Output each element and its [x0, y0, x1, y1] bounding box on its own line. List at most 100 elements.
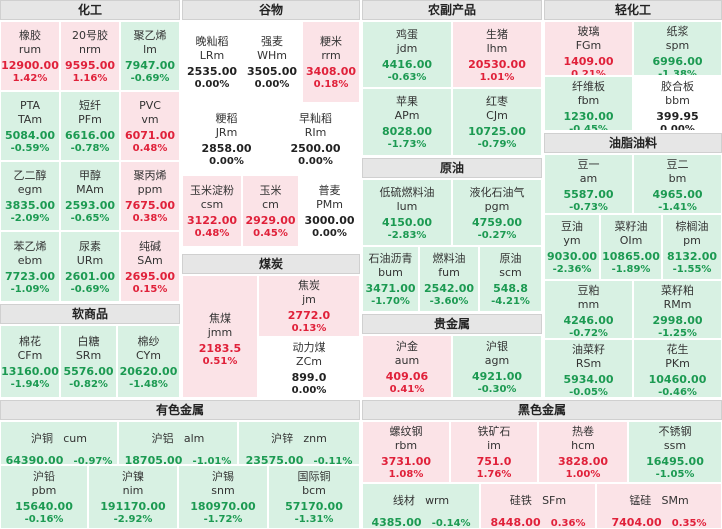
- contract-name: 棉纱: [137, 335, 160, 348]
- futures-tile-CJm[interactable]: 红枣 CJm 10725.00 -0.79%: [452, 88, 542, 156]
- futures-tile-pgm[interactable]: 液化石油气 pgm 4759.00 -0.27%: [452, 179, 542, 246]
- contract-name: 石油沥青: [368, 252, 413, 265]
- last-price: 23575.00: [245, 454, 304, 465]
- last-price: 7404.00: [611, 516, 662, 529]
- contract-code: nrm: [78, 43, 102, 56]
- futures-tile-ppm[interactable]: 聚丙烯 ppm 7675.00 0.38%: [120, 161, 180, 231]
- futures-tile-fbm[interactable]: 纤维板 fbm 1230.00 -0.45%: [544, 76, 633, 131]
- futures-tile-lm[interactable]: 聚乙烯 lm 7947.00 -0.69%: [120, 21, 180, 91]
- futures-tile-rbm[interactable]: 螺纹钢 rbm 3731.00 1.08%: [362, 421, 450, 483]
- last-price: 9030.00: [546, 250, 598, 263]
- contract-name: 粳米: [320, 35, 342, 48]
- last-price: 2183.5: [198, 342, 242, 355]
- futures-tile-vm[interactable]: PVC vm 6071.00 0.48%: [120, 91, 180, 161]
- change-percent: 0.00%: [312, 228, 347, 239]
- futures-tile-nrm[interactable]: 20号胶 nrm 9595.00 1.16%: [60, 21, 120, 91]
- futures-tile-aum[interactable]: 沪金 aum 409.06 0.41%: [362, 335, 452, 398]
- futures-tile-SAm[interactable]: 纯碱 SAm 2695.00 0.15%: [120, 231, 180, 302]
- futures-tile-CYm[interactable]: 棉纱 CYm 20620.00 -1.48%: [117, 325, 180, 398]
- futures-tile-LRm[interactable]: 晚籼稻 LRm 2535.00 0.00%: [182, 21, 242, 103]
- futures-tile-PFm[interactable]: 短纤 PFm 6616.00 -0.78%: [60, 91, 120, 161]
- futures-tile-bcm[interactable]: 国际铜 bcm 57170.00 -1.31%: [268, 465, 360, 529]
- contract-name: 玻璃: [577, 25, 600, 38]
- change-percent: 1.42%: [12, 73, 48, 84]
- futures-tile-spm[interactable]: 纸浆 spm 6996.00 -1.38%: [633, 21, 722, 76]
- last-price: 5587.00: [563, 188, 614, 201]
- futures-tile-PMm[interactable]: 普麦 PMm 3000.00 0.00%: [299, 175, 360, 247]
- panel-title-soft: 软商品: [0, 304, 180, 324]
- last-price: 1230.00: [563, 110, 614, 123]
- futures-tile-ym[interactable]: 豆油 ym 9030.00 -2.36%: [544, 214, 600, 280]
- contract-name: 胶合板: [661, 80, 694, 93]
- change-percent: -1.31%: [294, 514, 334, 525]
- futures-tile-mm[interactable]: 豆粕 mm 4246.00 -0.72%: [544, 280, 633, 339]
- futures-tile-bum[interactable]: 石油沥青 bum 3471.00 -1.70%: [362, 246, 419, 312]
- contract-name: 甲醇: [79, 169, 101, 182]
- last-price: 10725.00: [468, 125, 526, 138]
- futures-tile-wrm[interactable]: 线材 wrm 4385.00 -0.14%: [362, 483, 480, 529]
- contract-code: APm: [394, 109, 420, 122]
- last-price: 548.8: [493, 282, 528, 295]
- last-price: 7947.00: [124, 59, 176, 72]
- futures-tile-PKm[interactable]: 花生 PKm 10460.00 -0.46%: [633, 339, 722, 398]
- futures-tile-am[interactable]: 豆一 am 5587.00 -0.73%: [544, 154, 633, 214]
- futures-tile-SMm[interactable]: 锰硅 SMm 7404.00 0.35%: [596, 483, 722, 529]
- futures-tile-alm[interactable]: 沪铝 alm 18705.00 -1.01%: [118, 421, 238, 465]
- futures-tile-ssm[interactable]: 不锈钢 ssm 16495.00 -1.05%: [628, 421, 722, 483]
- futures-tile-hcm[interactable]: 热卷 hcm 3828.00 1.00%: [538, 421, 628, 483]
- futures-tile-WHm[interactable]: 强麦 WHm 3505.00 0.00%: [242, 21, 302, 103]
- change-percent: -0.69%: [130, 73, 170, 84]
- futures-tile-CFm[interactable]: 棉花 CFm 13160.00 -1.94%: [0, 325, 60, 398]
- futures-tile-OIm[interactable]: 菜籽油 OIm 10865.00 -1.89%: [600, 214, 662, 280]
- futures-tile-RMm[interactable]: 菜籽粕 RMm 2998.00 -1.25%: [633, 280, 722, 339]
- futures-tile-agm[interactable]: 沪银 agm 4921.00 -0.30%: [452, 335, 542, 398]
- futures-tile-rrm[interactable]: 粳米 rrm 3408.00 0.18%: [302, 21, 360, 103]
- change-percent: 0.18%: [313, 79, 349, 90]
- futures-tile-FGm[interactable]: 玻璃 FGm 1409.00 0.21%: [544, 21, 633, 76]
- futures-tile-ebm[interactable]: 苯乙烯 ebm 7723.00 -1.09%: [0, 231, 60, 302]
- futures-tile-RIm[interactable]: 早籼稻 RIm 2500.00 0.00%: [271, 103, 360, 175]
- futures-tile-rum[interactable]: 橡胶 rum 12900.00 1.42%: [0, 21, 60, 91]
- futures-tile-jmm[interactable]: 焦煤 jmm 2183.5 0.51%: [182, 275, 258, 398]
- futures-tile-MAm[interactable]: 甲醇 MAm 2593.00 -0.65%: [60, 161, 120, 231]
- contract-code: pm: [683, 234, 701, 247]
- futures-tile-egm[interactable]: 乙二醇 egm 3835.00 -2.09%: [0, 161, 60, 231]
- last-price: 191170.00: [100, 500, 166, 513]
- contract-code: am: [579, 172, 598, 185]
- futures-tile-bm[interactable]: 豆二 bm 4965.00 -1.41%: [633, 154, 722, 214]
- futures-tile-pm[interactable]: 棕榈油 pm 8132.00 -1.55%: [662, 214, 722, 280]
- futures-tile-pbm[interactable]: 沪铅 pbm 15640.00 -0.16%: [0, 465, 88, 529]
- change-percent: -1.41%: [658, 202, 697, 213]
- futures-tile-URm[interactable]: 尿素 URm 2601.00 -0.69%: [60, 231, 120, 302]
- futures-tile-im[interactable]: 铁矿石 im 751.0 1.76%: [450, 421, 538, 483]
- futures-tile-csm[interactable]: 玉米淀粉 csm 3122.00 0.48%: [182, 175, 242, 247]
- futures-tile-cum[interactable]: 沪铜 cum 64390.00 -0.97%: [0, 421, 118, 465]
- change-percent: 0.00%: [660, 124, 695, 131]
- futures-tile-ZCm[interactable]: 动力煤 ZCm 899.0 0.00%: [258, 337, 360, 398]
- futures-tile-scm[interactable]: 原油 scm 548.8 -4.21%: [479, 246, 542, 312]
- futures-tile-jdm[interactable]: 鸡蛋 jdm 4416.00 -0.63%: [362, 21, 452, 88]
- futures-tile-snm[interactable]: 沪锡 snm 180970.00 -1.72%: [178, 465, 268, 529]
- futures-tile-nim[interactable]: 沪镍 nim 191170.00 -2.92%: [88, 465, 178, 529]
- contract-name: 尿素: [79, 240, 101, 253]
- futures-tile-znm[interactable]: 沪锌 znm 23575.00 -0.11%: [238, 421, 360, 465]
- change-percent: -0.73%: [569, 202, 608, 213]
- contract-code: cum: [63, 432, 87, 445]
- last-price: 6996.00: [652, 55, 703, 68]
- futures-tile-APm[interactable]: 苹果 APm 8028.00 -1.73%: [362, 88, 452, 156]
- contract-name: 棉花: [19, 335, 41, 348]
- futures-tile-lhm[interactable]: 生猪 lhm 20530.00 1.01%: [452, 21, 542, 88]
- last-price: 16495.00: [646, 455, 704, 468]
- futures-tile-JRm[interactable]: 粳稻 JRm 2858.00 0.00%: [182, 103, 271, 175]
- futures-tile-fum[interactable]: 燃料油 fum 2542.00 -3.60%: [419, 246, 479, 312]
- futures-tile-RSm[interactable]: 油菜籽 RSm 5934.00 -0.05%: [544, 339, 633, 398]
- futures-tile-cm[interactable]: 玉米 cm 2929.00 0.45%: [242, 175, 299, 247]
- futures-tile-lum[interactable]: 低硫燃料油 lum 4150.00 -2.83%: [362, 179, 452, 246]
- last-price: 2998.00: [652, 314, 703, 327]
- contract-code: jmm: [207, 326, 233, 339]
- futures-tile-TAm[interactable]: PTA TAm 5084.00 -0.59%: [0, 91, 60, 161]
- futures-tile-jm[interactable]: 焦炭 jm 2772.0 0.13%: [258, 275, 360, 337]
- futures-tile-SRm[interactable]: 白糖 SRm 5576.00 -0.82%: [60, 325, 117, 398]
- futures-tile-bbm[interactable]: 胶合板 bbm 399.95 0.00%: [633, 76, 722, 131]
- futures-tile-SFm[interactable]: 硅铁 SFm 8448.00 0.36%: [480, 483, 596, 529]
